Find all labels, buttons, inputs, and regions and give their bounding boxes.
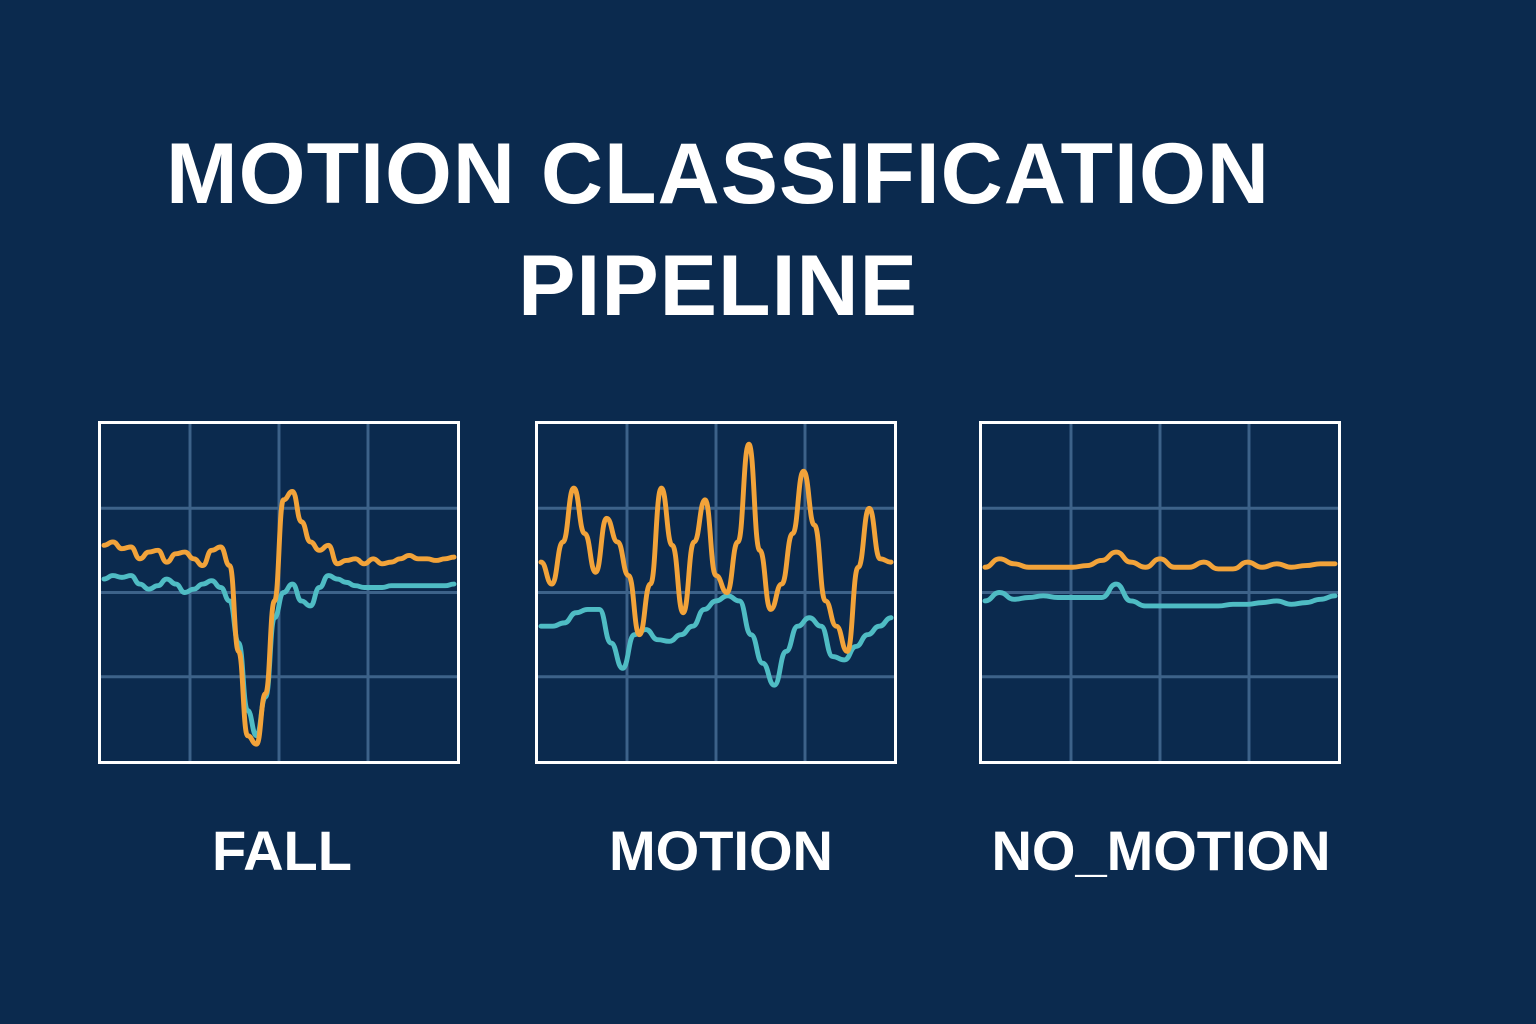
- series-a-line: [982, 549, 1338, 572]
- series-b-line: [538, 593, 894, 688]
- title-line-2: PIPELINE: [518, 238, 918, 334]
- title-line-1: MOTION CLASSIFICATION: [166, 126, 1270, 222]
- series-b-line: [101, 573, 457, 739]
- motion-chart-panel: [535, 421, 897, 764]
- fall-chart-panel: [98, 421, 460, 764]
- page-title: MOTION CLASSIFICATION PIPELINE: [0, 118, 1436, 342]
- fall-label: FALL: [212, 819, 352, 882]
- series-a-line: [538, 441, 894, 654]
- no-motion-chart: [982, 424, 1338, 761]
- no-motion-chart-panel: [979, 421, 1341, 764]
- series-a-line: [101, 488, 457, 747]
- no-motion-label: NO_MOTION: [991, 819, 1331, 882]
- series-b-line: [982, 581, 1338, 609]
- motion-chart: [538, 424, 894, 761]
- fall-chart: [101, 424, 457, 761]
- motion-label: MOTION: [609, 819, 833, 882]
